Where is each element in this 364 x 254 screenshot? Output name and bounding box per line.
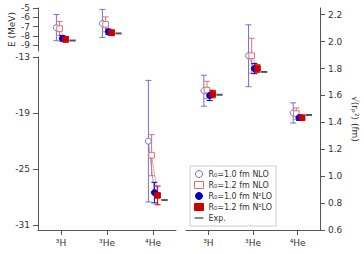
svg-text:³He: ³He — [99, 238, 115, 248]
svg-text:2.0: 2.0 — [328, 37, 343, 47]
svg-text:0.6: 0.6 — [328, 225, 343, 235]
svg-text:Exp.: Exp. — [209, 214, 226, 223]
svg-text:-6: -6 — [21, 12, 30, 23]
svg-text:-13: -13 — [15, 52, 30, 62]
svg-text:R₀=1.0 fm NLO: R₀=1.0 fm NLO — [209, 170, 269, 179]
svg-text:1.2: 1.2 — [328, 144, 342, 154]
svg-text:R₀=1.2 fm N²LO: R₀=1.2 fm N²LO — [209, 203, 273, 212]
svg-text:-25: -25 — [15, 164, 30, 174]
svg-text:-8: -8 — [21, 31, 30, 41]
svg-text:0.8: 0.8 — [328, 198, 343, 208]
svg-text:2.2: 2.2 — [328, 10, 342, 20]
svg-text:E (MeV): E (MeV) — [7, 12, 17, 47]
svg-text:R₀=1.0 fm N²LO: R₀=1.0 fm N²LO — [209, 192, 273, 201]
svg-text:⁴He: ⁴He — [145, 238, 161, 248]
svg-text:√⟨rₚ²⟩ (fm): √⟨rₚ²⟩ (fm) — [350, 96, 360, 142]
svg-text:³He: ³He — [245, 238, 261, 248]
svg-text:1.0: 1.0 — [328, 171, 343, 181]
svg-text:³H: ³H — [203, 238, 213, 248]
svg-text:-5: -5 — [21, 3, 30, 13]
svg-text:-19: -19 — [15, 108, 30, 118]
svg-text:³H: ³H — [56, 238, 66, 248]
svg-text:1.6: 1.6 — [328, 90, 343, 100]
svg-text:-31: -31 — [15, 220, 30, 230]
svg-text:-7: -7 — [21, 21, 30, 32]
svg-text:1.4: 1.4 — [328, 117, 343, 127]
svg-text:⁴He: ⁴He — [290, 238, 306, 248]
svg-text:1.8: 1.8 — [328, 64, 343, 74]
svg-text:-9: -9 — [21, 40, 30, 50]
svg-text:R₀=1.2 fm NLO: R₀=1.2 fm NLO — [209, 181, 269, 190]
